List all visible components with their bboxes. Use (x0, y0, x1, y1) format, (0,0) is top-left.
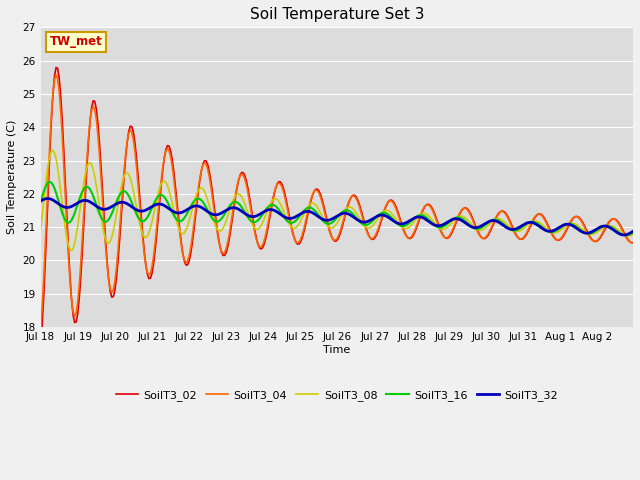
SoilT3_08 (344, 204, 352, 210)
SoilT3_32 (461, 219, 468, 225)
SoilT3_32 (77, 198, 84, 204)
SoilT3_16 (461, 217, 468, 223)
SoilT3_08 (58, 202, 66, 207)
Line: SoilT3_02: SoilT3_02 (40, 68, 633, 345)
Line: SoilT3_16: SoilT3_16 (40, 182, 633, 235)
SoilT3_08 (68, 248, 76, 253)
Text: TW_met: TW_met (49, 35, 102, 48)
SoilT3_04 (629, 240, 637, 245)
Y-axis label: Soil Temperature (C): Soil Temperature (C) (7, 120, 17, 234)
SoilT3_04 (548, 233, 556, 239)
SoilT3_32 (620, 232, 628, 238)
SoilT3_02 (52, 65, 60, 71)
SoilT3_16 (621, 232, 629, 238)
SoilT3_16 (58, 210, 66, 216)
Line: SoilT3_04: SoilT3_04 (40, 75, 633, 330)
SoilT3_04 (343, 204, 351, 210)
SoilT3_16 (628, 230, 636, 236)
SoilT3_02 (548, 232, 556, 238)
SoilT3_16 (46, 179, 54, 185)
SoilT3_04 (58, 133, 66, 139)
SoilT3_08 (628, 232, 636, 238)
SoilT3_16 (77, 192, 84, 198)
SoilT3_16 (343, 207, 351, 213)
SoilT3_04 (626, 239, 634, 245)
SoilT3_32 (343, 211, 351, 216)
Line: SoilT3_32: SoilT3_32 (40, 199, 633, 235)
SoilT3_08 (79, 189, 86, 195)
SoilT3_16 (629, 229, 637, 235)
SoilT3_32 (548, 228, 556, 234)
SoilT3_02 (77, 273, 84, 279)
SoilT3_08 (49, 147, 57, 153)
SoilT3_02 (58, 118, 66, 124)
SoilT3_32 (36, 198, 44, 204)
SoilT3_02 (36, 342, 44, 348)
Legend: SoilT3_02, SoilT3_04, SoilT3_08, SoilT3_16, SoilT3_32: SoilT3_02, SoilT3_04, SoilT3_08, SoilT3_… (111, 386, 563, 406)
SoilT3_02 (461, 205, 468, 211)
SoilT3_02 (629, 240, 637, 246)
Title: Soil Temperature Set 3: Soil Temperature Set 3 (250, 7, 424, 22)
SoilT3_02 (626, 239, 634, 245)
SoilT3_08 (629, 232, 637, 238)
SoilT3_04 (36, 327, 44, 333)
SoilT3_32 (58, 204, 66, 209)
SoilT3_02 (343, 206, 351, 212)
SoilT3_08 (462, 216, 470, 221)
SoilT3_04 (52, 72, 60, 78)
SoilT3_32 (628, 229, 636, 235)
Line: SoilT3_08: SoilT3_08 (40, 150, 633, 251)
SoilT3_08 (36, 227, 44, 232)
SoilT3_04 (77, 260, 84, 265)
SoilT3_08 (550, 230, 558, 236)
SoilT3_32 (45, 196, 52, 202)
X-axis label: Time: Time (323, 345, 351, 355)
SoilT3_32 (629, 228, 637, 234)
SoilT3_16 (36, 199, 44, 205)
SoilT3_16 (548, 229, 556, 235)
SoilT3_04 (461, 205, 468, 211)
